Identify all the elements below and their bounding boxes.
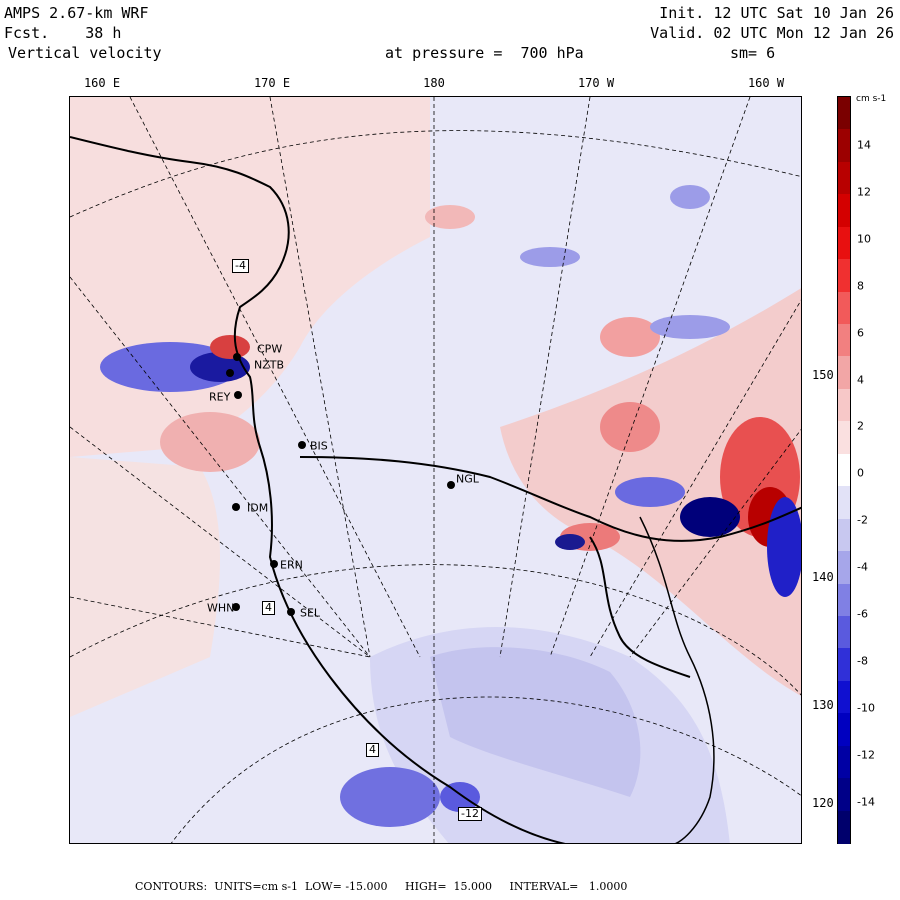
- pressure-level: at pressure = 700 hPa: [385, 44, 584, 62]
- station-dot: [270, 560, 278, 568]
- colorbar-segment: [838, 810, 850, 844]
- lon-label-180: 180: [423, 76, 445, 90]
- positive-field-region: [70, 457, 220, 717]
- graticule: [70, 97, 801, 843]
- station-cpw: CPW: [257, 342, 283, 356]
- colorbar-segment: [838, 226, 850, 261]
- colorbar-unit: cm s-1: [856, 94, 887, 104]
- colorbar-tick-label: -10: [857, 701, 875, 715]
- lon-label-170w: 170 W: [577, 76, 615, 90]
- station-idm: IDM: [247, 501, 269, 515]
- colorbar: [837, 96, 851, 844]
- colorbar-tick-label: -4: [857, 560, 868, 574]
- colorbar-segment: [838, 421, 850, 455]
- valid-time: Valid. 02 UTC Mon 12 Jan 26: [650, 24, 894, 42]
- colorbar-tick-label: -8: [857, 654, 868, 668]
- field-name: Vertical velocity: [8, 44, 162, 62]
- colorbar-tick-label: 6: [857, 326, 864, 340]
- colorbar-segment: [838, 453, 850, 488]
- colorbar-segment: [838, 388, 850, 423]
- colorbar-segment: [838, 583, 850, 617]
- negative-core: [670, 185, 710, 209]
- model-title: AMPS 2.67-km WRF: [4, 4, 149, 22]
- coastline: [589, 536, 691, 678]
- station-ngl: NGL: [456, 472, 479, 486]
- station-dot: [298, 441, 306, 449]
- colorbar-segment: [838, 291, 850, 326]
- coastline: [70, 136, 566, 843]
- station-ern: ERN: [280, 558, 303, 572]
- station-dot: [232, 603, 240, 611]
- forecast-hour: Fcst. 38 h: [4, 24, 122, 42]
- colorbar-segment: [838, 648, 850, 682]
- station-sel: SEL: [300, 606, 321, 620]
- station-dot: [447, 481, 455, 489]
- colorbar-tick-label: 12: [857, 185, 871, 199]
- station-nztb: NZTB: [254, 358, 285, 372]
- lon-label-170e: 170 E: [253, 76, 291, 90]
- negative-core: [650, 315, 730, 339]
- station-dot: [233, 353, 241, 361]
- colorbar-tick-label: 14: [857, 138, 871, 152]
- coastline: [639, 516, 715, 843]
- smoothing: sm= 6: [730, 44, 776, 62]
- station-dot: [234, 391, 242, 399]
- negative-core: [555, 534, 585, 550]
- negative-core: [340, 767, 440, 827]
- coastline: [299, 456, 801, 542]
- init-time: Init. 12 UTC Sat 10 Jan 26: [659, 4, 894, 22]
- negative-core: [615, 477, 685, 507]
- positive-core: [600, 317, 660, 357]
- contour-info: CONTOURS: UNITS=cm s-1 LOW= -15.000 HIGH…: [135, 880, 628, 893]
- station-dot: [226, 369, 234, 377]
- colorbar-segment: [838, 745, 850, 780]
- station-whn: WHN: [207, 601, 235, 615]
- colorbar-segment: [838, 356, 850, 390]
- colorbar-tick-label: 10: [857, 232, 871, 246]
- colorbar-segment: [838, 259, 850, 293]
- map-panel: CPW NZTB REY BIS NGL IDM ERN WHN SEL -4 …: [69, 96, 802, 844]
- positive-core: [160, 412, 260, 472]
- negative-core: [680, 497, 740, 537]
- colorbar-segment: [838, 161, 850, 196]
- positive-core: [600, 402, 660, 452]
- colorbar-tick-label: 2: [857, 419, 864, 433]
- colorbar-tick-label: 0: [857, 466, 864, 480]
- colorbar-segment: [838, 97, 850, 131]
- lon-label-160w: 160 W: [747, 76, 785, 90]
- colorbar-segment: [838, 518, 850, 553]
- negative-core: [440, 782, 480, 812]
- extremum-label: 4: [366, 743, 379, 757]
- extremum-label: -12: [458, 807, 482, 821]
- colorbar-segment: [838, 713, 850, 747]
- colorbar-tick-label: -6: [857, 607, 868, 621]
- station-dot: [287, 608, 295, 616]
- vertical-velocity-field: [70, 97, 801, 843]
- colorbar-segment: [838, 680, 850, 715]
- colorbar-segment: [838, 486, 850, 520]
- lon-label-160e: 160 E: [83, 76, 121, 90]
- colorbar-segment: [838, 324, 850, 358]
- colorbar-tick-label: 4: [857, 373, 864, 386]
- colorbar-segment: [838, 194, 850, 228]
- colorbar-segment: [838, 615, 850, 650]
- station-dot: [232, 503, 240, 511]
- extremum-label: 4: [262, 601, 275, 615]
- positive-core: [210, 335, 250, 359]
- colorbar-tick-label: -2: [857, 513, 868, 527]
- extremum-label: -4: [232, 259, 249, 273]
- colorbar-segment: [838, 778, 850, 812]
- colorbar-tick-label: -12: [857, 748, 875, 762]
- positive-core: [425, 205, 475, 229]
- colorbar-segment: [838, 551, 850, 585]
- negative-core: [520, 247, 580, 267]
- negative-field-region: [430, 647, 641, 797]
- colorbar-tick-label: -14: [857, 795, 875, 809]
- negative-core: [767, 497, 801, 597]
- station-rey: REY: [209, 390, 231, 404]
- station-bis: BIS: [310, 439, 328, 453]
- colorbar-tick-label: 8: [857, 279, 864, 293]
- colorbar-segment: [838, 129, 850, 163]
